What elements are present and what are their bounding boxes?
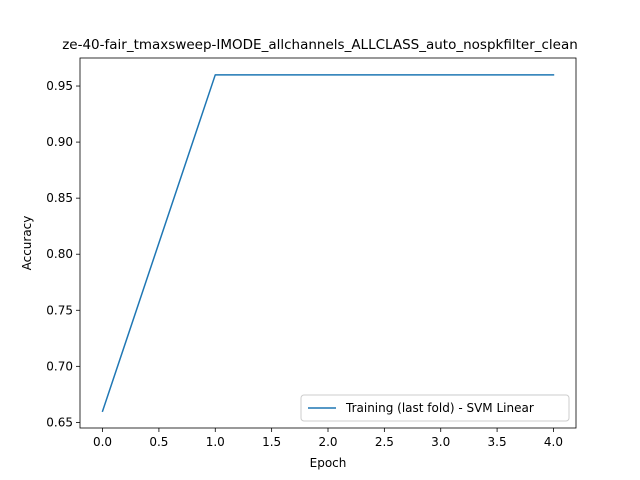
y-tick-label: 0.95 <box>46 79 73 93</box>
x-tick-label: 0.5 <box>149 435 168 449</box>
legend-label: Training (last fold) - SVM Linear <box>345 401 534 415</box>
x-axis-ticks: 0.0 0.5 1.0 1.5 2.0 2.5 3.0 3.5 4.0 <box>93 428 563 449</box>
x-tick-label: 1.0 <box>206 435 225 449</box>
x-axis-label: Epoch <box>310 456 347 470</box>
x-tick-label: 3.5 <box>488 435 507 449</box>
plot-frame <box>79 57 577 429</box>
y-tick-label: 0.75 <box>46 303 73 317</box>
y-tick-label: 0.65 <box>46 415 73 429</box>
plot-area <box>80 58 576 428</box>
legend: Training (last fold) - SVM Linear <box>300 394 570 422</box>
y-tick-label: 0.80 <box>46 247 73 261</box>
x-tick-label: 2.0 <box>318 435 337 449</box>
y-tick-label: 0.70 <box>46 359 73 373</box>
x-tick-label: 4.0 <box>544 435 563 449</box>
y-tick-label: 0.85 <box>46 191 73 205</box>
x-tick-label: 3.0 <box>431 435 450 449</box>
plot-background <box>80 58 576 428</box>
x-tick-label: 2.5 <box>375 435 394 449</box>
series-layer <box>101 74 555 413</box>
x-tick-label: 0.0 <box>93 435 112 449</box>
y-tick-label: 0.90 <box>46 135 73 149</box>
y-axis-label: Accuracy <box>20 216 34 271</box>
series-line-0 <box>101 74 555 413</box>
y-axis-ticks: 0.65 0.70 0.75 0.80 0.85 0.90 0.95 <box>46 79 80 429</box>
legend-box <box>300 394 570 422</box>
x-tick-label: 1.5 <box>262 435 281 449</box>
chart-title: ze-40-fair_tmaxsweep-IMODE_allchannels_A… <box>62 37 578 53</box>
